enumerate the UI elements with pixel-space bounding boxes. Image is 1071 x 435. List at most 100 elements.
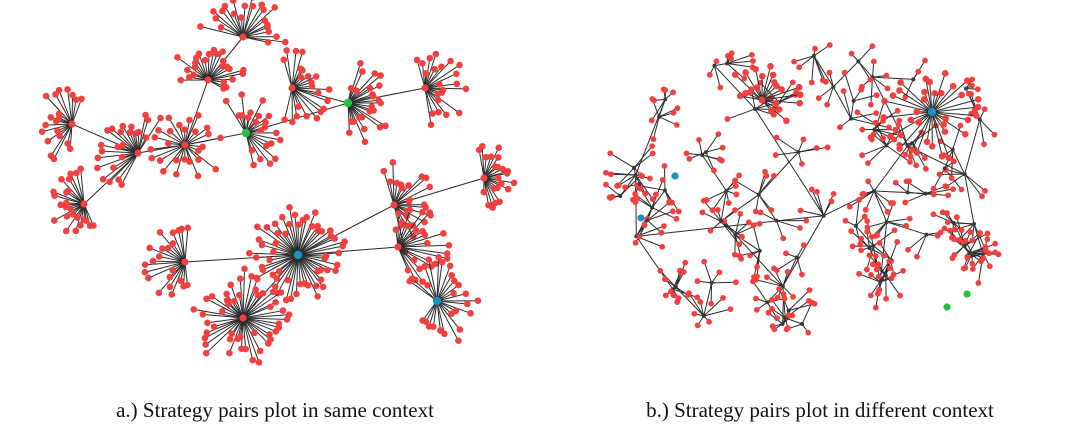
leaf-node — [908, 146, 915, 154]
leaf-node — [144, 116, 152, 124]
leaf-node — [494, 174, 502, 182]
edge — [152, 260, 186, 263]
edge — [436, 300, 445, 334]
leaf-node — [763, 172, 770, 179]
leaf-node — [416, 265, 423, 273]
leaf-edge — [688, 292, 705, 317]
leaf-node — [357, 60, 364, 67]
branch-node — [673, 285, 678, 290]
branch-node — [774, 218, 779, 223]
leaf-node — [876, 240, 883, 246]
edge — [178, 230, 186, 263]
leaf-node — [942, 115, 949, 122]
edge — [288, 224, 299, 256]
leaf-node — [660, 86, 667, 93]
hub-node — [390, 201, 398, 209]
branch-node — [633, 173, 638, 178]
leaf-node — [921, 155, 928, 161]
leaf-node — [445, 241, 453, 249]
leaf-node — [97, 141, 105, 149]
leaf-edge — [886, 218, 910, 223]
leaf-node — [824, 144, 831, 151]
leaf-node — [77, 222, 84, 229]
leaf-node — [945, 192, 952, 199]
leaf-node — [931, 90, 939, 97]
leaf-node — [462, 85, 470, 93]
leaf-node — [360, 125, 368, 133]
green-node — [943, 303, 951, 311]
leaf-node — [873, 110, 880, 117]
leaf-edge — [788, 289, 810, 311]
leaf-edge — [610, 173, 636, 176]
hub-node — [181, 141, 189, 149]
edge — [242, 317, 277, 332]
edge — [159, 232, 186, 263]
leaf-node — [880, 135, 886, 142]
leaf-node — [108, 125, 116, 133]
leaf-node — [905, 246, 911, 253]
leaf-node — [226, 65, 233, 73]
leaf-node — [714, 206, 721, 213]
leaf-node — [297, 74, 305, 81]
branch-node — [964, 86, 969, 91]
leaf-node — [773, 134, 780, 141]
leaf-node — [984, 236, 991, 243]
leaf-node — [389, 159, 397, 166]
leaf-node — [964, 116, 972, 124]
hub-node — [181, 258, 189, 266]
edge — [393, 176, 423, 206]
leaf-edge — [618, 174, 636, 186]
leaf-node — [867, 101, 874, 108]
leaf-node — [736, 172, 742, 179]
leaf-node — [238, 14, 245, 21]
tree-edge — [873, 190, 908, 194]
leaf-node — [63, 212, 71, 220]
edge — [911, 111, 933, 151]
leaf-node — [736, 252, 743, 259]
leaf-node — [428, 263, 435, 270]
leaf-edge — [925, 193, 949, 196]
leaf-node — [895, 122, 902, 128]
leaf-node — [176, 121, 183, 129]
leaf-node — [979, 193, 985, 200]
leaf-node — [607, 195, 614, 201]
hub-node — [758, 96, 766, 104]
branch-node — [962, 172, 967, 177]
leaf-node — [716, 156, 723, 163]
branch-node — [871, 189, 876, 194]
leaf-node — [327, 227, 334, 234]
leaf-node — [456, 61, 463, 69]
leaf-node — [42, 92, 50, 100]
tree-edge — [872, 76, 914, 80]
branch-node — [724, 188, 729, 193]
leaf-node — [423, 239, 431, 247]
edge — [424, 53, 437, 89]
leaf-node — [799, 271, 805, 278]
leaf-edge — [855, 225, 861, 245]
edge — [245, 132, 261, 160]
leaf-node — [846, 203, 853, 210]
leaf-node — [739, 233, 745, 240]
leaf-node — [799, 161, 805, 167]
tree-edge — [714, 62, 728, 67]
tree-edge — [855, 225, 874, 247]
edge — [297, 238, 335, 256]
edge — [297, 220, 304, 256]
leaf-node — [701, 258, 708, 265]
leaf-node — [410, 257, 418, 264]
edge — [931, 98, 979, 113]
edge — [291, 87, 328, 102]
edge — [242, 20, 266, 38]
leaf-node — [118, 181, 125, 188]
edge — [184, 133, 209, 146]
tree-edge — [619, 174, 637, 197]
edge — [148, 261, 186, 279]
tree-edge — [720, 190, 727, 222]
leaf-edge — [873, 190, 892, 204]
hub-link-edge — [184, 79, 209, 146]
leaf-node — [324, 266, 331, 274]
leaf-node — [949, 255, 956, 262]
edge — [226, 293, 244, 319]
edge — [245, 132, 281, 141]
leaf-node — [773, 82, 780, 90]
